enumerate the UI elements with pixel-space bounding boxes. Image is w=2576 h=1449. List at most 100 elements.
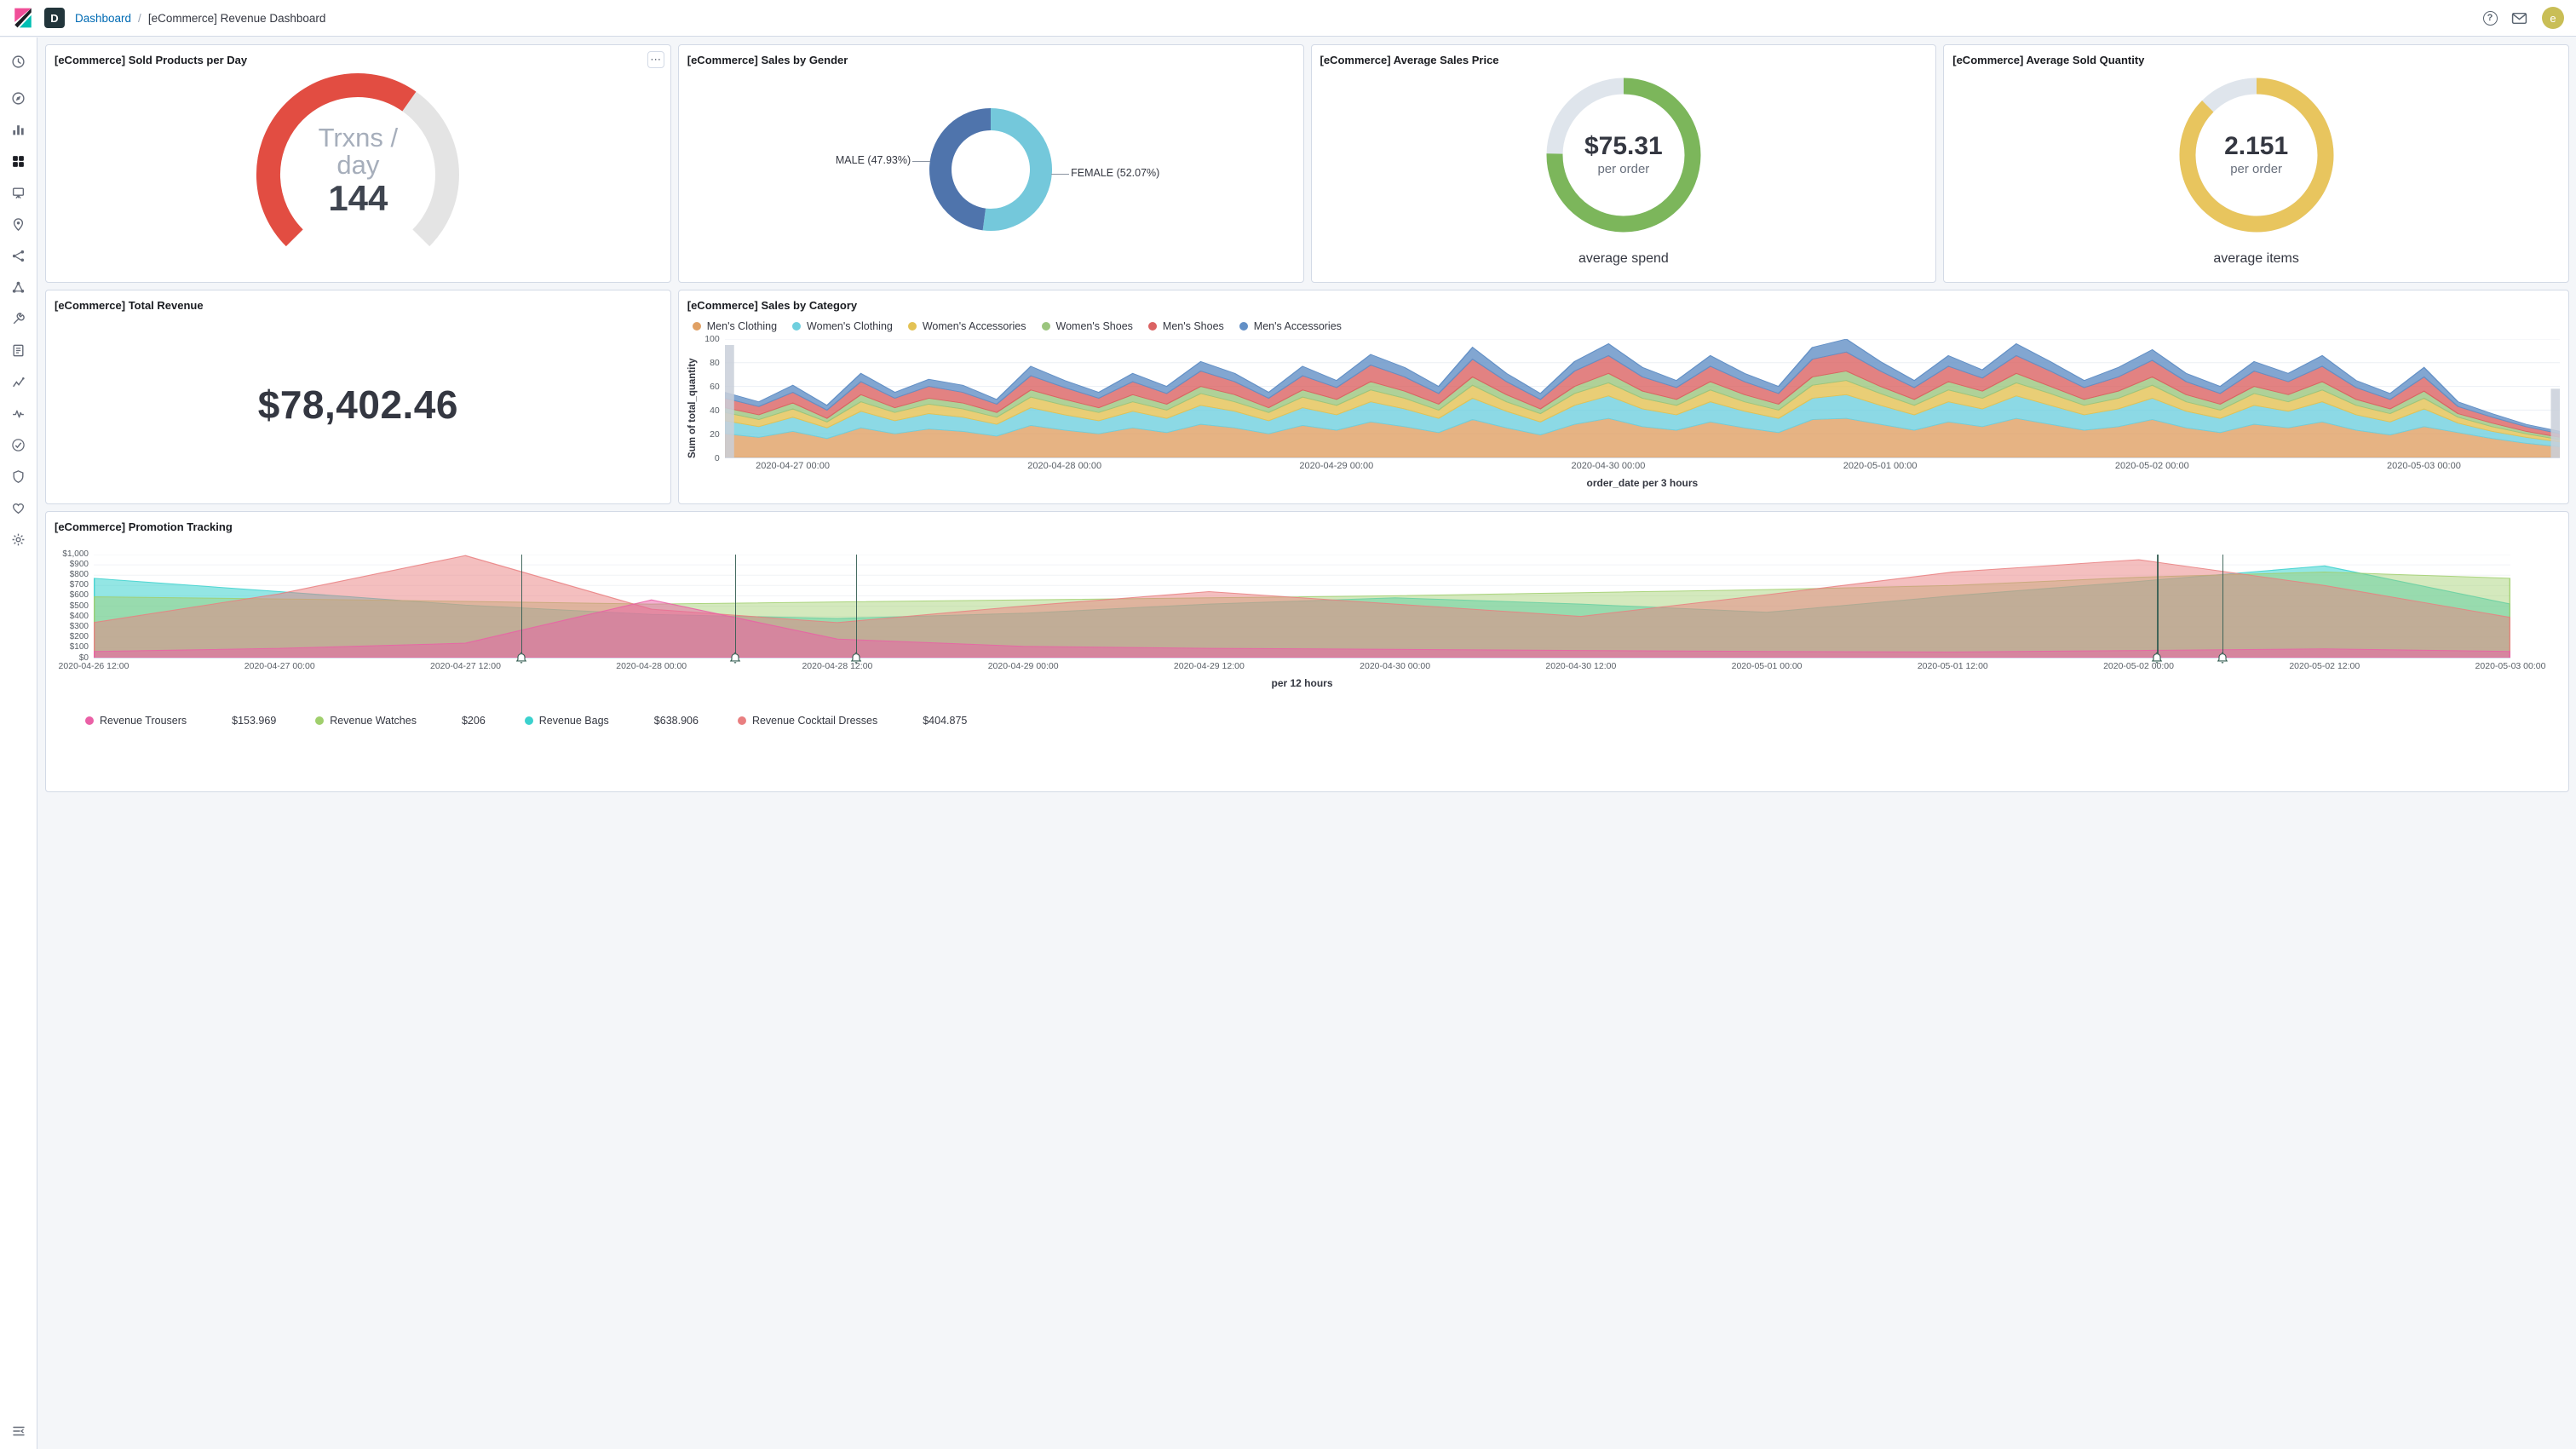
annotation-bell-icon — [2152, 652, 2163, 664]
panel-total-revenue: [eCommerce] Total Revenue $78,402.46 — [45, 290, 671, 504]
sidebar-item-visualize[interactable] — [0, 114, 37, 146]
avg-price-caption: average spend — [1578, 250, 1669, 266]
legend-dot — [1041, 321, 1050, 331]
legend-dot — [1239, 321, 1248, 331]
dev-tools-icon — [13, 313, 25, 325]
panel-title[interactable]: [eCommerce] Average Sold Quantity — [1952, 54, 2145, 66]
legend-item[interactable]: Women's Accessories — [907, 320, 1026, 332]
y-tick-label: $800 — [69, 570, 89, 579]
sidebar-item-machine-learning[interactable] — [0, 240, 37, 272]
category-legend: Men's Clothing Women's Clothing Women's Ac… — [692, 320, 2560, 332]
help-icon[interactable]: ? — [2481, 9, 2499, 27]
y-tick-label: $900 — [69, 559, 89, 569]
x-axis-ticks: 2020-04-27 00:00 2020-04-28 00:00 2020-04-… — [725, 461, 2560, 474]
legend-item[interactable]: Men's Shoes — [1147, 320, 1224, 332]
avg-qty-ring-chart[interactable] — [2177, 76, 2336, 234]
x-tick-label: 2020-05-01 12:00 — [1917, 660, 1988, 671]
annotation-bell[interactable] — [728, 652, 741, 664]
annotation-bell[interactable] — [2151, 652, 2164, 664]
dashboard-canvas: [eCommerce] Sold Products per Day ⋯ Trxn… — [38, 37, 2576, 799]
legend-item[interactable]: Men's Clothing — [692, 320, 777, 332]
gender-donut-chart[interactable] — [927, 106, 1055, 233]
legend-dot — [737, 716, 746, 725]
sidebar-item-logs[interactable] — [0, 335, 37, 366]
sidebar-item-maps[interactable] — [0, 209, 37, 240]
annotation-bell-icon — [850, 652, 861, 664]
panel-title[interactable]: [eCommerce] Sold Products per Day — [55, 54, 248, 66]
legend-dot — [85, 716, 94, 725]
panel-title[interactable]: [eCommerce] Promotion Tracking — [55, 520, 233, 533]
sidebar-item-apm[interactable] — [0, 398, 37, 429]
slice-label-female: FEMALE (52.07%) — [1071, 166, 1160, 179]
category-area-chart[interactable] — [724, 338, 2560, 458]
graph-icon — [12, 281, 25, 293]
y-tick-label: $100 — [69, 642, 89, 653]
annotation-bell[interactable] — [515, 652, 527, 664]
collapse-menu-icon[interactable] — [0, 1418, 37, 1444]
legend-item[interactable]: Women's Shoes — [1041, 320, 1133, 332]
sidebar-item-discover[interactable] — [0, 83, 37, 114]
kibana-logo-icon[interactable] — [12, 7, 34, 29]
x-tick-label: 2020-04-28 00:00 — [1027, 460, 1102, 471]
x-tick-label: 2020-04-27 12:00 — [430, 660, 501, 671]
sidebar-item-recently-viewed[interactable] — [0, 46, 37, 78]
x-axis-ticks: 2020-04-26 12:00 2020-04-27 00:00 2020-04-… — [59, 660, 2546, 675]
legend-item[interactable]: Men's Accessories — [1239, 320, 1342, 332]
panel-title[interactable]: [eCommerce] Sales by Gender — [687, 54, 848, 66]
gauge-chart[interactable] — [247, 72, 469, 268]
legend-item[interactable]: Women's Clothing — [792, 320, 893, 332]
siem-icon — [13, 470, 24, 484]
sidebar-item-uptime[interactable] — [0, 429, 37, 461]
panel-title[interactable]: [eCommerce] Average Sales Price — [1320, 54, 1499, 66]
breadcrumb: Dashboard / [eCommerce] Revenue Dashboar… — [75, 12, 325, 25]
breadcrumb-separator: / — [138, 11, 141, 25]
panel-options-icon[interactable]: ⋯ — [647, 51, 664, 68]
slice-connector-male — [912, 160, 931, 162]
annotation-bell-icon — [515, 652, 527, 664]
space-badge[interactable]: D — [44, 8, 65, 28]
legend-dot — [792, 321, 802, 331]
slice-label-male: MALE (47.93%) — [835, 153, 911, 166]
y-axis-title: Sum of total_quantity — [687, 358, 698, 458]
promotion-legend: Revenue Trousers $153.969 Revenue Watches $… — [85, 715, 2560, 727]
annotation-bell[interactable] — [849, 652, 862, 664]
annotation-bell-icon — [2217, 652, 2228, 664]
x-tick-label: 2020-04-30 00:00 — [1360, 660, 1431, 671]
legend-dot — [907, 321, 917, 331]
legend-item[interactable]: Revenue Cocktail Dresses $404.875 — [737, 715, 967, 727]
breadcrumb-dashboard-link[interactable]: Dashboard — [75, 11, 132, 25]
x-tick-label: 2020-04-29 00:00 — [987, 660, 1059, 671]
x-tick-label: 2020-04-27 00:00 — [244, 660, 315, 671]
panel-average-sales-price: [eCommerce] Average Sales Price $75.31 p… — [1310, 44, 1937, 283]
canvas-icon — [12, 187, 25, 199]
sidebar-item-siem[interactable] — [0, 461, 37, 492]
sidebar-item-dashboard[interactable] — [0, 146, 37, 177]
x-axis-title: per 12 hours — [1271, 676, 1333, 689]
legend-item[interactable]: Revenue Trousers $153.969 — [85, 715, 276, 727]
x-tick-label: 2020-05-01 00:00 — [1843, 460, 1918, 471]
legend-item[interactable]: Revenue Watches $206 — [315, 715, 486, 727]
y-tick-label: $500 — [69, 601, 89, 611]
legend-dot — [1147, 321, 1157, 331]
legend-item[interactable]: Revenue Bags $638.906 — [524, 715, 699, 727]
x-tick-label: 2020-04-28 00:00 — [616, 660, 687, 671]
user-avatar[interactable]: e — [2542, 7, 2564, 29]
annotation-bell[interactable] — [2216, 652, 2228, 664]
discover-icon — [12, 92, 25, 105]
sidebar-item-stack-monitoring[interactable] — [0, 492, 37, 524]
sidebar-item-dev-tools[interactable] — [0, 303, 37, 335]
avg-price-ring-chart[interactable] — [1544, 76, 1703, 234]
y-tick-label: 20 — [710, 428, 720, 440]
panel-title[interactable]: [eCommerce] Sales by Category — [687, 299, 858, 312]
sidebar-item-management[interactable] — [0, 524, 37, 555]
x-tick-label: 2020-04-29 12:00 — [1173, 660, 1245, 671]
panel-title[interactable]: [eCommerce] Total Revenue — [55, 299, 204, 312]
promotion-area-chart[interactable] — [94, 554, 2510, 664]
newsfeed-mail-icon[interactable] — [2510, 9, 2528, 27]
x-tick-label: 2020-04-30 00:00 — [1571, 460, 1646, 471]
sidebar-item-canvas[interactable] — [0, 177, 37, 209]
y-tick-label: 60 — [710, 381, 720, 392]
sidebar-item-graph[interactable] — [0, 272, 37, 303]
y-tick-label: $300 — [69, 622, 89, 631]
sidebar-item-metrics[interactable] — [0, 366, 37, 398]
